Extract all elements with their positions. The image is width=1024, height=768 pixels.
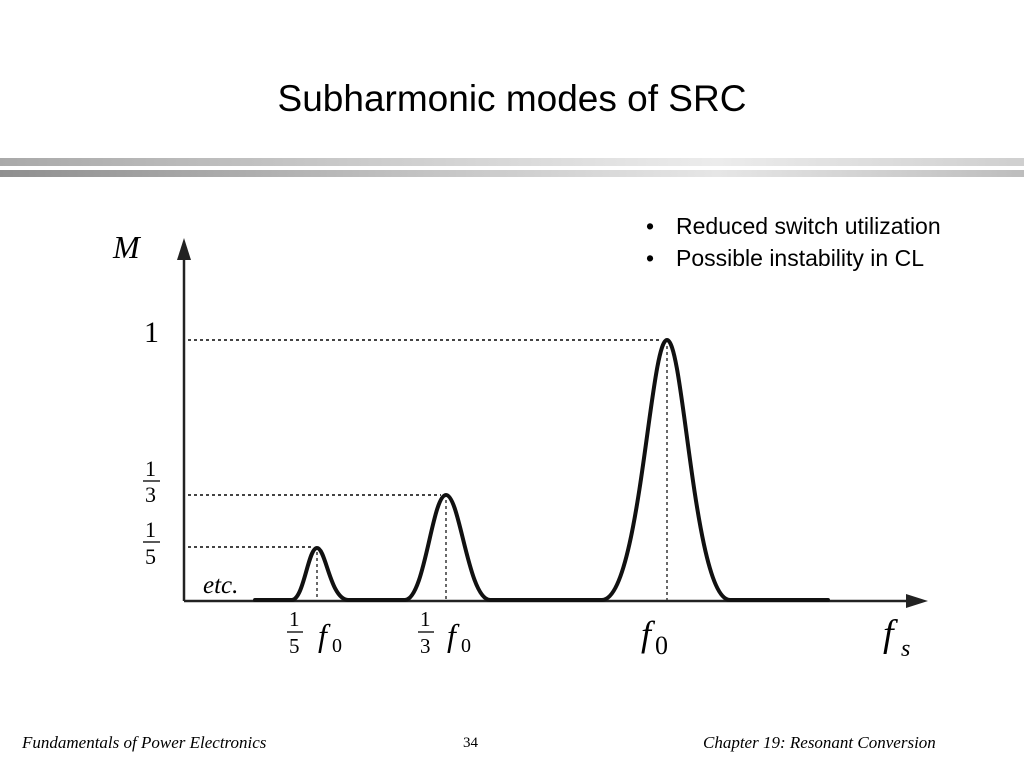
- bullet-list: • Reduced switch utilization • Possible in…: [646, 210, 941, 274]
- bullet-glyph: •: [646, 245, 655, 271]
- title-divider-bottom: [0, 170, 1024, 177]
- y-axis-arrow: [177, 238, 191, 260]
- y-tick-fifth-num: 1: [145, 517, 156, 542]
- x-axis-label-subscript: s: [901, 636, 910, 662]
- bullet-item: • Reduced switch utilization: [646, 210, 941, 242]
- x-tick-f0-var: f: [641, 614, 656, 654]
- title-divider-top: [0, 158, 1024, 166]
- x-tick-fifth-sub: 0: [332, 635, 342, 657]
- x-tick-third-num: 1: [420, 607, 431, 631]
- slide-title: Subharmonic modes of SRC: [277, 78, 747, 119]
- y-tick-one: 1: [144, 316, 159, 349]
- x-axis-label: f: [883, 613, 898, 655]
- footer-page-number: 34: [463, 735, 478, 751]
- bullet-item: • Possible instability in CL: [646, 242, 941, 274]
- footer-chapter: Chapter 19: Resonant Conversion: [703, 733, 936, 752]
- bullet-text: Reduced switch utilization: [676, 213, 941, 239]
- x-tick-fifth-num: 1: [289, 607, 300, 631]
- x-axis-arrow: [906, 594, 928, 608]
- x-tick-third-den: 3: [420, 634, 431, 658]
- etc-label: etc.: [203, 572, 238, 599]
- y-tick-third-den: 3: [145, 482, 156, 507]
- response-curve: [253, 338, 830, 602]
- y-tick-third-num: 1: [145, 456, 156, 481]
- x-tick-third-sub: 0: [461, 635, 471, 657]
- x-tick-fifth-var: f: [318, 617, 331, 653]
- bullet-glyph: •: [646, 213, 655, 239]
- x-tick-third-var: f: [447, 617, 460, 653]
- footer-book-title: Fundamentals of Power Electronics: [22, 733, 267, 752]
- y-tick-fifth-den: 5: [145, 544, 156, 569]
- y-axis-label: M: [112, 229, 142, 265]
- x-tick-fifth-den: 5: [289, 634, 300, 658]
- bullet-text: Possible instability in CL: [676, 245, 925, 271]
- x-tick-f0-sub: 0: [655, 631, 668, 660]
